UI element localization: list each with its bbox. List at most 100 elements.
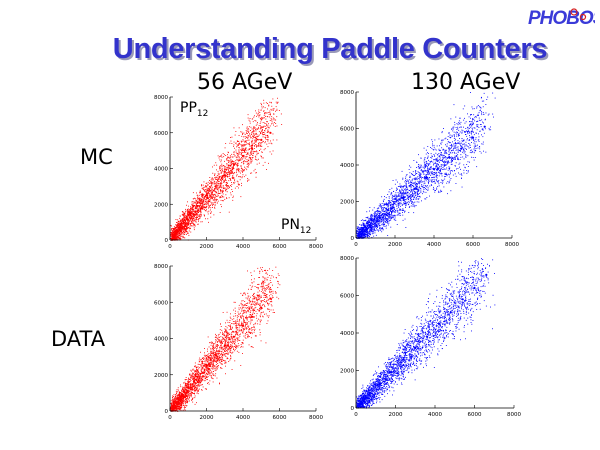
scatter-point bbox=[183, 231, 184, 233]
scatter-point bbox=[195, 214, 197, 216]
scatter-point bbox=[247, 143, 249, 144]
scatter-point bbox=[452, 152, 453, 154]
scatter-point bbox=[218, 193, 220, 194]
scatter-point bbox=[405, 174, 407, 176]
scatter-point bbox=[219, 212, 221, 213]
scatter-point bbox=[219, 186, 220, 188]
scatter-point bbox=[183, 220, 185, 222]
scatter-point bbox=[440, 154, 441, 156]
scatter-point bbox=[426, 175, 427, 177]
scatter-point bbox=[185, 216, 187, 218]
scatter-point bbox=[377, 215, 379, 216]
scatter-point bbox=[445, 149, 447, 151]
scatter-point bbox=[444, 164, 446, 166]
scatter-point bbox=[429, 169, 431, 171]
scatter-point bbox=[182, 218, 183, 220]
scatter-point bbox=[389, 210, 391, 212]
scatter-point bbox=[478, 133, 479, 135]
scatter-point bbox=[194, 214, 195, 216]
scatter-point bbox=[245, 152, 247, 153]
scatter-point bbox=[232, 195, 234, 197]
scatter-point bbox=[360, 224, 362, 226]
scatter-point bbox=[250, 150, 252, 152]
scatter-point bbox=[359, 227, 360, 229]
scatter-point bbox=[241, 157, 242, 158]
scatter-point bbox=[400, 205, 401, 207]
scatter-point bbox=[370, 229, 372, 230]
scatter-point bbox=[245, 150, 247, 152]
scatter-point bbox=[474, 140, 476, 142]
scatter-point bbox=[217, 174, 219, 176]
scatter-point bbox=[217, 189, 218, 191]
scatter-point bbox=[270, 114, 271, 116]
scatter-point bbox=[363, 236, 365, 238]
scatter-point bbox=[264, 107, 266, 109]
scatter-point bbox=[405, 200, 407, 202]
scatter-point bbox=[431, 173, 432, 175]
scatter-point bbox=[204, 206, 206, 208]
scatter-point bbox=[183, 234, 185, 235]
scatter-point bbox=[239, 143, 241, 145]
scatter-point bbox=[209, 194, 211, 196]
scatter-point bbox=[409, 206, 411, 208]
scatter-point bbox=[197, 209, 199, 211]
scatter-point bbox=[397, 200, 399, 201]
scatter-point bbox=[427, 181, 429, 183]
scatter-point bbox=[243, 170, 245, 172]
scatter-point bbox=[177, 223, 178, 225]
scatter-point bbox=[405, 183, 407, 185]
scatter-point bbox=[463, 139, 465, 141]
scatter-point bbox=[402, 210, 403, 211]
scatter-point bbox=[246, 163, 248, 165]
scatter-point bbox=[190, 209, 192, 211]
scatter-point bbox=[191, 220, 193, 222]
scatter-point bbox=[268, 104, 270, 106]
scatter-point bbox=[240, 158, 242, 159]
scatter-point bbox=[370, 228, 372, 230]
scatter-point bbox=[424, 164, 426, 166]
scatter-point bbox=[200, 197, 202, 199]
scatter-point bbox=[193, 222, 194, 224]
scatter-point bbox=[266, 124, 268, 125]
scatter-point bbox=[440, 170, 441, 172]
scatter-point bbox=[386, 215, 387, 217]
scatter-point bbox=[384, 204, 386, 206]
scatter-point bbox=[396, 189, 398, 190]
scatter-point bbox=[222, 177, 224, 179]
scatter-point bbox=[238, 176, 240, 178]
scatter-point bbox=[211, 192, 213, 194]
scatter-point bbox=[221, 182, 223, 184]
scatter-point bbox=[184, 220, 186, 222]
scatter-point bbox=[436, 145, 438, 147]
scatter-point bbox=[265, 139, 267, 140]
scatter-point bbox=[217, 179, 218, 181]
scatter-point bbox=[415, 192, 416, 194]
scatter-point bbox=[172, 227, 173, 229]
scatter-point bbox=[195, 205, 197, 206]
scatter-point bbox=[271, 123, 272, 125]
scatter-point bbox=[271, 153, 273, 155]
scatter-point bbox=[184, 233, 186, 235]
scatter-point bbox=[401, 198, 403, 200]
scatter-point bbox=[264, 122, 265, 124]
scatter-point bbox=[246, 166, 248, 167]
scatter-point bbox=[267, 108, 268, 110]
scatter-point bbox=[421, 171, 423, 173]
scatter-point bbox=[223, 180, 224, 182]
scatter-point bbox=[368, 225, 370, 227]
scatter-point bbox=[180, 227, 182, 229]
scatter-point bbox=[178, 226, 180, 228]
scatter-point bbox=[225, 169, 227, 171]
scatter-point bbox=[182, 226, 184, 228]
scatter-point bbox=[214, 205, 216, 207]
scatter-point bbox=[401, 193, 403, 194]
scatter-point bbox=[382, 200, 384, 202]
scatter-point bbox=[199, 206, 201, 207]
scatter-point bbox=[269, 110, 271, 112]
scatter-point bbox=[485, 112, 487, 114]
scatter-point bbox=[228, 186, 230, 187]
scatter-point bbox=[472, 131, 474, 133]
scatter-point bbox=[409, 200, 411, 202]
scatter-point bbox=[228, 211, 230, 213]
scatter-point bbox=[363, 227, 365, 228]
